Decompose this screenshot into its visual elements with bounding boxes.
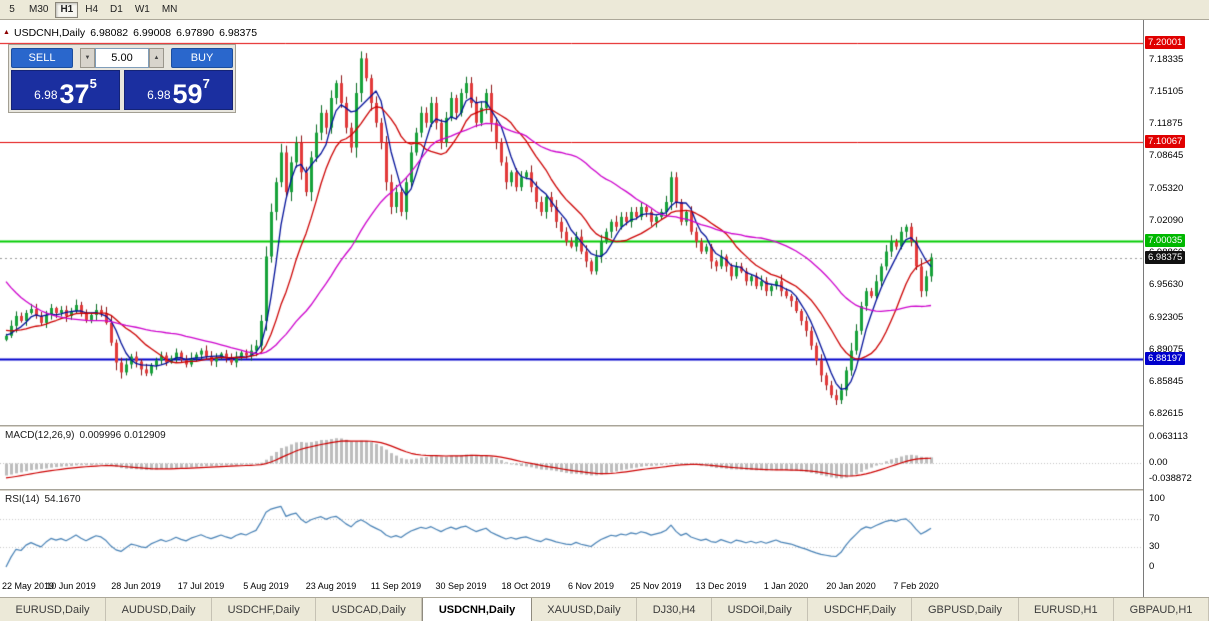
timeframe-button[interactable]: 5 xyxy=(9,4,15,15)
date-axis-label: 20 Jan 2020 xyxy=(826,581,876,591)
chart-tab[interactable]: USDCAD,Daily xyxy=(316,598,423,621)
date-axis-label: 10 Jun 2019 xyxy=(46,581,96,591)
chart-tabs-bar: EURUSD,Daily AUDUSD,Daily USDCHF,Daily U… xyxy=(0,597,1209,621)
symbol-label: USDCNH,Daily xyxy=(14,27,86,39)
macd-axis-label: -0.038872 xyxy=(1149,473,1192,484)
date-axis[interactable]: 22 May 2019 10 Jun 2019 28 Jun 2019 17 J… xyxy=(0,575,1143,597)
price-axis-label: 6.82615 xyxy=(1149,407,1184,419)
price-axis-label: 6.89075 xyxy=(1149,343,1184,355)
price-level-badge: 7.10067 xyxy=(1145,134,1186,148)
chart-tab[interactable]: USDCHF,Daily xyxy=(212,598,317,621)
price-level-badge: 6.98375 xyxy=(1145,250,1186,264)
macd-canvas[interactable] xyxy=(0,427,1143,489)
macd-axis-label: 0.063113 xyxy=(1149,431,1188,442)
date-axis-label: 17 Jul 2019 xyxy=(177,581,225,591)
chart-tab[interactable]: AUDUSD,Daily xyxy=(106,598,213,621)
date-axis-label: 1 Jan 2020 xyxy=(763,581,809,591)
price-axis-label: 7.18335 xyxy=(1149,54,1184,65)
macd-values: 0.009996 0.012909 xyxy=(79,430,166,441)
chart-tab[interactable]: GBPAUD,H1 xyxy=(1114,598,1209,621)
price-axis-label: 7.08645 xyxy=(1149,150,1184,161)
rsi-name: RSI(14) xyxy=(5,494,40,505)
buy-price-sup: 7 xyxy=(202,76,210,91)
volume-increase-icon[interactable]: ▲ xyxy=(149,47,164,68)
timeframe-button[interactable]: H1 xyxy=(55,1,79,18)
date-axis-label: 23 Aug 2019 xyxy=(305,581,357,591)
chart-tab[interactable]: GBPUSD,Daily xyxy=(912,598,1019,621)
date-axis-label: 11 Sep 2019 xyxy=(370,581,422,591)
panel-divider[interactable] xyxy=(0,425,1209,427)
macd-indicator-label: MACD(12,26,9) 0.009996 0.012909 xyxy=(5,430,171,441)
rsi-canvas[interactable] xyxy=(0,491,1143,575)
date-axis-label: 13 Dec 2019 xyxy=(695,581,747,591)
buy-price-base: 6.98 xyxy=(147,88,171,102)
price-level-badge: 7.00035 xyxy=(1145,234,1186,248)
chart-region: ▲ USDCNH,Daily 6.98082 6.99008 6.97890 6.983… xyxy=(0,20,1209,597)
price-axis-label: 7.15105 xyxy=(1149,86,1184,97)
macd-axis-label: 0.00 xyxy=(1149,456,1168,468)
buy-price-big: 59 xyxy=(172,78,203,109)
timeframe-toolbar: 5 M30 H1 H4 D1 W1 MN xyxy=(0,0,1209,20)
date-axis-label: 6 Nov 2019 xyxy=(567,581,615,591)
rsi-axis-label: 30 xyxy=(1149,540,1160,552)
timeframe-button[interactable]: MN xyxy=(161,4,178,15)
chart-tab[interactable]: EURUSD,H1 xyxy=(1019,598,1115,621)
buy-button[interactable]: BUY xyxy=(171,47,233,68)
date-axis-label: 30 Sep 2019 xyxy=(435,581,487,591)
date-axis-label: 5 Aug 2019 xyxy=(243,581,289,591)
chart-tab[interactable]: USDOil,Daily xyxy=(712,598,809,621)
buy-price-box[interactable]: 6.98 59 7 xyxy=(124,70,233,110)
volume-stepper: ▼ ▲ xyxy=(80,47,164,68)
date-axis-label: 7 Feb 2020 xyxy=(893,581,939,591)
rsi-value: 54.1670 xyxy=(44,494,81,505)
open-value: 6.98082 xyxy=(90,27,129,39)
timeframe-button[interactable]: M30 xyxy=(29,4,49,15)
low-value: 6.97890 xyxy=(176,27,215,39)
date-axis-label: 25 Nov 2019 xyxy=(630,581,682,591)
sell-price-sup: 5 xyxy=(89,76,97,91)
sell-button[interactable]: SELL xyxy=(11,47,73,68)
price-axis-label: 7.05320 xyxy=(1149,182,1184,194)
chart-tab[interactable]: USDCHF,Daily xyxy=(808,598,913,621)
timeframe-button[interactable]: H4 xyxy=(85,4,99,15)
price-axis-label: 7.11875 xyxy=(1149,118,1183,129)
chart-tab[interactable]: USDCNH,Daily xyxy=(422,598,532,621)
volume-input[interactable] xyxy=(95,47,149,68)
chart-tab[interactable]: EURUSD,Daily xyxy=(0,598,107,621)
chart-tab[interactable]: DJ30,H4 xyxy=(637,598,713,621)
price-axis-label: 7.02090 xyxy=(1149,214,1184,226)
price-level-badge: 7.20001 xyxy=(1145,36,1186,50)
rsi-axis-label: 0 xyxy=(1149,561,1155,572)
close-value: 6.98375 xyxy=(219,27,258,39)
price-level-badge: 6.88197 xyxy=(1145,351,1186,365)
one-click-trading-panel: SELL ▼ ▲ BUY 6.98 37 5 6.98 59 7 xyxy=(8,44,236,113)
price-axis[interactable]: 7.18335 7.15105 7.11875 7.08645 7.05320 … xyxy=(1143,20,1209,597)
sell-price-big: 37 xyxy=(59,78,90,109)
timeframe-button[interactable]: D1 xyxy=(110,4,123,15)
high-value: 6.99008 xyxy=(133,27,172,39)
price-axis-label: 6.85845 xyxy=(1149,375,1184,387)
chart-tab[interactable]: XAUUSD,Daily xyxy=(532,598,638,621)
rsi-indicator-label: RSI(14) 54.1670 xyxy=(5,494,86,505)
rsi-axis-label: 70 xyxy=(1149,513,1160,525)
price-axis-label: 6.92305 xyxy=(1149,311,1184,323)
panel-divider[interactable] xyxy=(0,489,1209,491)
timeframe-button[interactable]: W1 xyxy=(134,4,150,15)
date-axis-label: 22 May 2019 xyxy=(2,581,55,591)
macd-name: MACD(12,26,9) xyxy=(5,430,75,441)
date-axis-label: 28 Jun 2019 xyxy=(111,581,161,591)
sell-price-base: 6.98 xyxy=(34,88,58,102)
date-axis-label: 18 Oct 2019 xyxy=(501,581,551,591)
chart-shift-arrow-icon: ▲ xyxy=(3,29,10,36)
rsi-axis-label: 100 xyxy=(1149,493,1165,504)
price-axis-label: 6.95630 xyxy=(1149,278,1184,290)
chart-ohlc-header: USDCNH,Daily 6.98082 6.99008 6.97890 6.98375 xyxy=(14,27,262,39)
sell-price-box[interactable]: 6.98 37 5 xyxy=(11,70,120,110)
volume-decrease-icon[interactable]: ▼ xyxy=(80,47,95,68)
